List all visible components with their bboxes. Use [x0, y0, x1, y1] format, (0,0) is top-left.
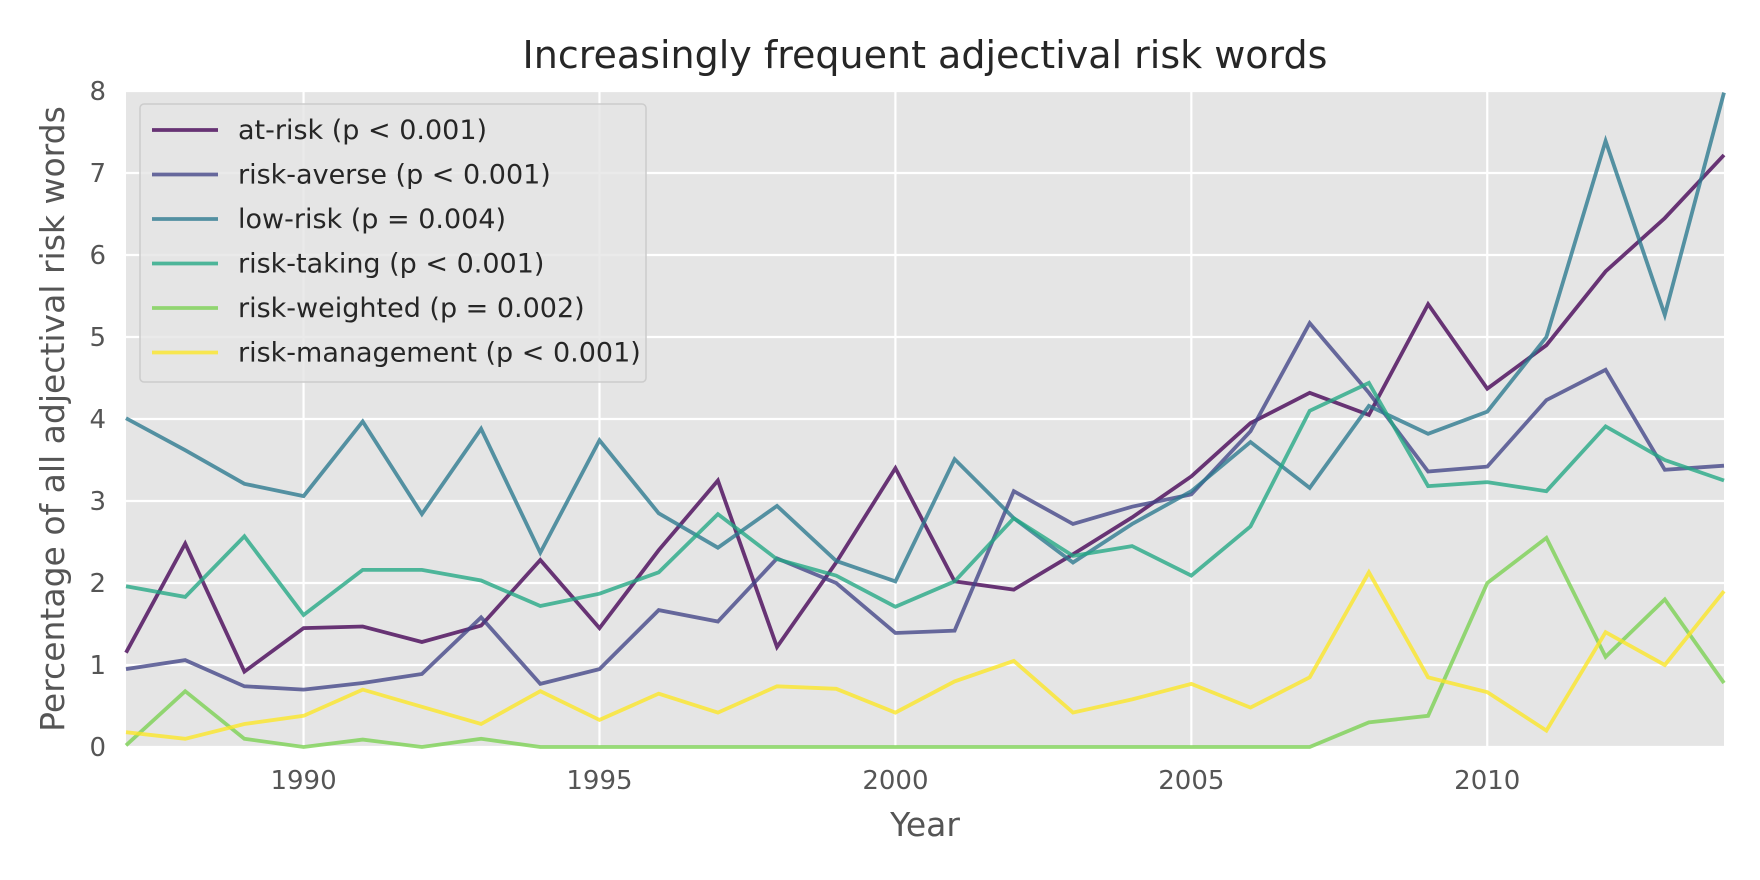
legend-entry: risk-averse (p < 0.001) — [238, 160, 551, 191]
x-tick-label: 2005 — [1158, 766, 1224, 796]
legend-entry: risk-weighted (p = 0.002) — [238, 293, 585, 324]
legend-entry: risk-management (p < 0.001) — [238, 338, 641, 369]
y-tick-label: 3 — [89, 487, 106, 517]
legend: at-risk (p < 0.001) risk-averse (p < 0.00… — [139, 103, 647, 383]
y-tick-label: 5 — [89, 323, 106, 353]
series-line-3 — [125, 92, 1726, 584]
series-line-6 — [125, 568, 1726, 741]
series-line-5 — [124, 534, 1726, 749]
y-tick-label: 6 — [89, 241, 106, 271]
x-axis-label: Year — [889, 805, 960, 844]
legend-entry: at-risk (p < 0.001) — [238, 115, 487, 146]
y-tick-labels: 0 1 2 3 4 5 6 7 8 — [89, 77, 106, 763]
series-lines — [124, 92, 1726, 749]
series-line-1 — [124, 153, 1726, 675]
x-tick-label: 2010 — [1454, 766, 1520, 796]
legend-box — [139, 103, 647, 383]
y-tick-label: 8 — [89, 77, 106, 107]
y-axis-label: Percentage of all adjectival risk words — [33, 106, 72, 732]
y-tick-label: 2 — [89, 569, 106, 599]
x-tick-label: 2000 — [862, 766, 928, 796]
series-line-2 — [125, 319, 1725, 692]
y-tick-label: 7 — [89, 159, 106, 189]
y-tick-label: 0 — [89, 733, 106, 763]
legend-entry: risk-taking (p < 0.001) — [238, 249, 544, 280]
x-tick-label: 1995 — [566, 766, 632, 796]
y-tick-label: 4 — [89, 405, 106, 435]
y-tick-label: 1 — [89, 651, 106, 681]
legend-entry: low-risk (p = 0.004) — [238, 204, 506, 235]
series-line-4 — [125, 380, 1725, 618]
chart-title: Increasingly frequent adjectival risk wo… — [523, 33, 1328, 77]
x-tick-labels: 1990 1995 2000 2005 2010 — [270, 766, 1520, 796]
x-tick-label: 1990 — [270, 766, 336, 796]
